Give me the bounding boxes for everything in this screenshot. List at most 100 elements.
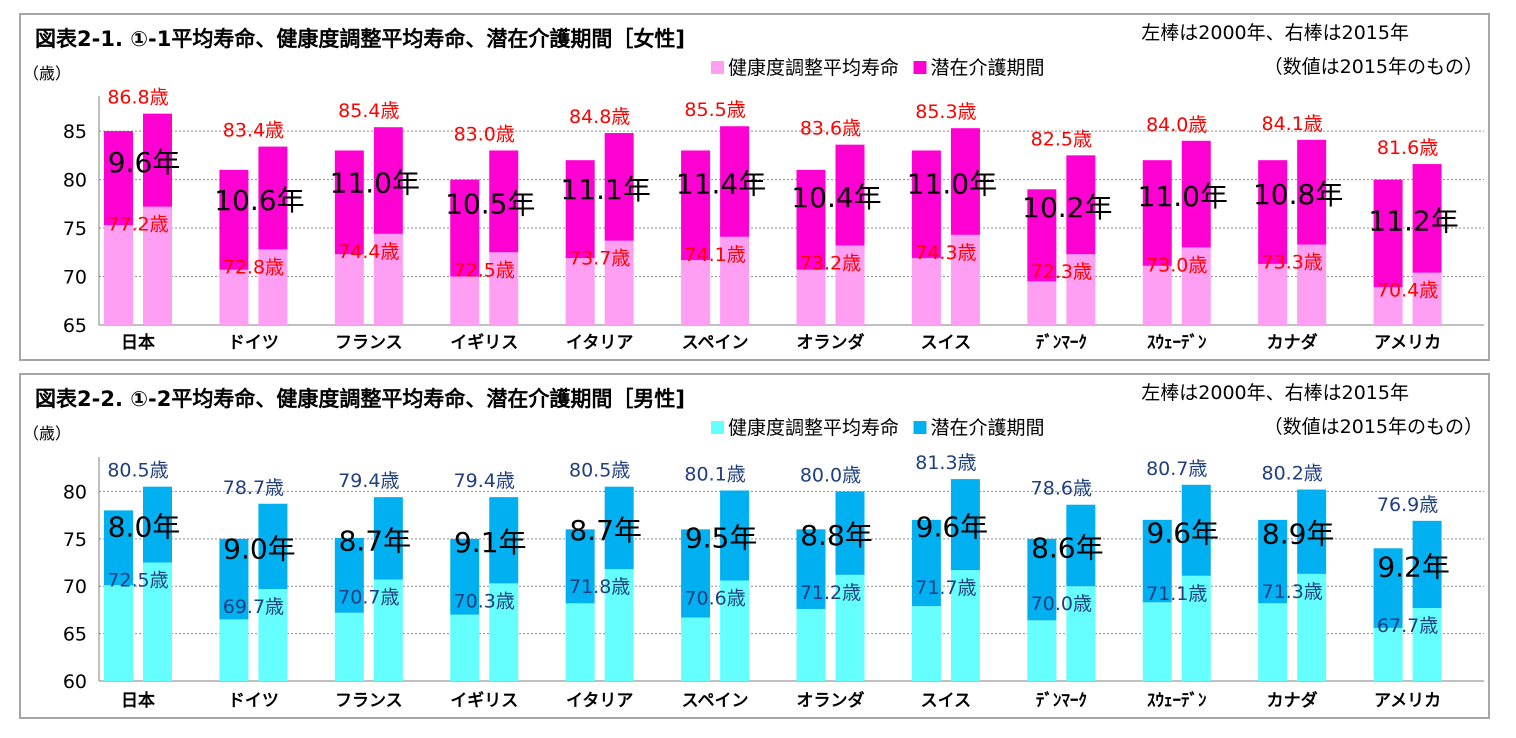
bar-care-2000 bbox=[1258, 519, 1288, 604]
note-values: （数値は2015年のもの） bbox=[1264, 56, 1483, 78]
bar-healthy-2015 bbox=[1181, 247, 1211, 325]
data-label-care: 10.6年 bbox=[214, 184, 304, 217]
bar-care-2000 bbox=[450, 538, 480, 615]
bar-healthy-2015 bbox=[1066, 586, 1096, 681]
data-label-care: 11.0年 bbox=[1138, 180, 1228, 213]
legend-label: 健康度調整平均寿命 bbox=[728, 417, 899, 439]
bar-healthy-2000 bbox=[565, 603, 595, 681]
bar-healthy-2015 bbox=[143, 206, 172, 325]
bar-healthy-2000 bbox=[450, 614, 480, 681]
legend-label: 潜在介護期間 bbox=[931, 417, 1045, 439]
bar-care-2000 bbox=[1142, 160, 1172, 266]
bar-care-2000 bbox=[334, 150, 364, 255]
bar-care-2000 bbox=[565, 160, 595, 259]
data-label-care: 11.4年 bbox=[676, 168, 766, 201]
bar-healthy-2000 bbox=[796, 608, 826, 681]
bar-healthy-2015 bbox=[1297, 573, 1327, 681]
data-label-care: 9.6年 bbox=[1146, 516, 1219, 549]
data-label-healthy: 77.2歳 bbox=[107, 214, 168, 236]
bar-healthy-2015 bbox=[604, 240, 634, 325]
legend-swatch bbox=[913, 421, 927, 434]
bar-healthy-2000 bbox=[104, 585, 133, 681]
data-label-healthy: 73.0歳 bbox=[1146, 254, 1207, 276]
bar-healthy-2015 bbox=[489, 252, 519, 325]
x-tick-label: オランダ bbox=[797, 690, 865, 711]
data-label-healthy: 71.8歳 bbox=[569, 576, 630, 598]
x-tick-label: ﾃﾞﾝﾏｰｸ bbox=[1036, 332, 1087, 353]
bar-care-2000 bbox=[1027, 189, 1057, 282]
data-label-total: 79.4歳 bbox=[454, 470, 515, 492]
x-tick-label: アメリカ bbox=[1374, 691, 1441, 711]
bar-care-2015 bbox=[373, 127, 403, 234]
data-label-care: 10.4年 bbox=[791, 181, 881, 214]
bar-care-2000 bbox=[104, 131, 133, 226]
x-tick-label: カナダ bbox=[1267, 690, 1318, 711]
data-label-healthy: 70.4歳 bbox=[1377, 280, 1438, 302]
data-label-total: 79.4歳 bbox=[338, 470, 399, 492]
bar-care-2015 bbox=[1066, 155, 1096, 255]
legend-swatch bbox=[711, 61, 724, 74]
bar-care-2015 bbox=[1181, 484, 1211, 576]
bar-care-2015 bbox=[835, 491, 865, 575]
bar-healthy-2000 bbox=[1258, 263, 1288, 325]
data-label-total: 78.6歳 bbox=[1031, 478, 1092, 500]
data-label-care: 10.5年 bbox=[445, 187, 535, 220]
bar-care-2000 bbox=[1027, 538, 1057, 621]
bar-healthy-2000 bbox=[1373, 287, 1403, 325]
y-tick-label: 75 bbox=[63, 529, 87, 551]
data-label-total: 80.5歳 bbox=[107, 460, 168, 482]
bar-healthy-2000 bbox=[334, 254, 364, 325]
bar-care-2000 bbox=[1142, 519, 1172, 603]
data-label-care: 11.2年 bbox=[1368, 204, 1458, 237]
data-label-total: 80.0歳 bbox=[800, 464, 861, 486]
bar-healthy-2015 bbox=[489, 583, 519, 681]
y-tick-label: 65 bbox=[63, 624, 87, 646]
x-tick-label: フランス bbox=[335, 691, 403, 711]
bar-care-2000 bbox=[1373, 548, 1403, 628]
data-label-care: 11.0年 bbox=[330, 167, 420, 200]
bar-care-2015 bbox=[950, 479, 980, 571]
data-label-healthy: 70.7歳 bbox=[338, 587, 399, 609]
chart-female: 図表2-1. ①-1平均寿命、健康度調整平均寿命、潜在介護期間［女性] 左棒は20… bbox=[23, 22, 1484, 353]
y-axis-label: （歳） bbox=[23, 64, 71, 83]
bar-care-2000 bbox=[219, 169, 249, 270]
bar-care-2015 bbox=[489, 497, 519, 584]
data-label-healthy: 71.2歳 bbox=[800, 582, 861, 604]
y-tick-label: 65 bbox=[63, 315, 87, 337]
data-label-healthy: 73.2歳 bbox=[800, 252, 861, 274]
data-label-healthy: 73.7歳 bbox=[569, 248, 630, 270]
bar-healthy-2000 bbox=[334, 612, 364, 681]
bar-healthy-2015 bbox=[258, 249, 288, 325]
x-tick-label: ﾃﾞﾝﾏｰｸ bbox=[1036, 690, 1087, 711]
data-label-care: 8.6年 bbox=[1031, 531, 1104, 564]
bar-healthy-2015 bbox=[950, 234, 980, 325]
bar-healthy-2015 bbox=[1066, 254, 1096, 325]
data-label-total: 76.9歳 bbox=[1377, 494, 1438, 516]
data-label-total: 80.2歳 bbox=[1262, 463, 1323, 485]
data-label-care: 9.6年 bbox=[108, 146, 181, 179]
data-label-healthy: 74.4歳 bbox=[338, 241, 399, 263]
bar-care-2000 bbox=[104, 510, 133, 586]
data-label-healthy: 72.5歳 bbox=[107, 570, 168, 592]
data-label-care: 9.6年 bbox=[916, 511, 989, 544]
bar-healthy-2015 bbox=[835, 574, 865, 681]
bar-healthy-2000 bbox=[911, 258, 941, 325]
x-tick-label: イタリア bbox=[566, 691, 633, 711]
chart-male: 図表2-2. ①-2平均寿命、健康度調整平均寿命、潜在介護期間［男性] 左棒は20… bbox=[23, 382, 1484, 711]
x-tick-label: イギリス bbox=[450, 333, 518, 353]
data-label-total: 82.5歳 bbox=[1031, 128, 1092, 150]
bar-care-2000 bbox=[796, 529, 826, 609]
bar-care-2015 bbox=[258, 503, 288, 590]
bar-care-2015 bbox=[1297, 489, 1327, 574]
bar-healthy-2000 bbox=[1142, 265, 1172, 325]
y-tick-label: 80 bbox=[63, 481, 87, 503]
x-tick-label: フランス bbox=[335, 333, 403, 353]
data-label-care: 8.0年 bbox=[108, 511, 181, 544]
y-tick-label: 60 bbox=[63, 671, 87, 693]
x-tick-label: アメリカ bbox=[1374, 333, 1441, 353]
bar-care-2000 bbox=[911, 519, 941, 607]
bar-healthy-2000 bbox=[104, 225, 133, 325]
legend-swatch bbox=[711, 421, 724, 434]
x-tick-label: スペイン bbox=[682, 691, 749, 711]
bar-healthy-2000 bbox=[681, 617, 711, 681]
